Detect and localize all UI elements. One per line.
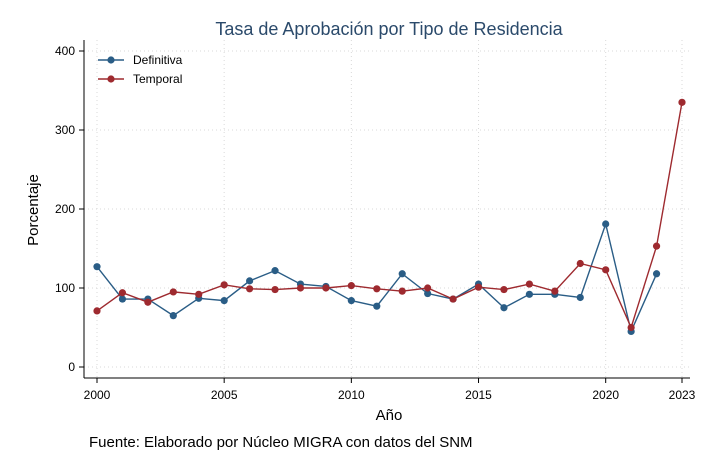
series-temporal: [93, 98, 686, 332]
data-point-definitiva: [271, 267, 279, 275]
legend-marker-definitiva: [107, 56, 115, 64]
data-point-definitiva: [602, 220, 610, 228]
chart-title: Tasa de Aprobación por Tipo de Residenci…: [215, 19, 563, 39]
x-axis-title: Año: [376, 407, 403, 424]
data-point-temporal: [93, 307, 101, 315]
gridlines: [84, 40, 690, 378]
data-point-temporal: [373, 285, 381, 293]
data-point-temporal: [296, 284, 305, 292]
data-point-temporal: [144, 298, 152, 306]
y-axis-ticks: 0 100 200 300 400: [55, 44, 84, 374]
data-point-temporal: [551, 287, 559, 295]
data-point-temporal: [474, 283, 483, 291]
data-point-temporal: [500, 285, 508, 294]
data-point-temporal: [525, 280, 533, 288]
data-point-definitiva: [576, 293, 584, 302]
data-point-definitiva: [424, 289, 432, 298]
data-point-temporal: [424, 284, 432, 292]
data-point-temporal: [271, 285, 279, 294]
data-point-definitiva: [118, 295, 127, 303]
data-point-definitiva: [525, 290, 533, 298]
legend-label-definitiva: Definitiva: [133, 53, 183, 67]
data-point-temporal: [220, 281, 228, 289]
series-layer: [93, 98, 686, 336]
data-point-temporal: [627, 323, 635, 332]
data-point-temporal: [169, 288, 177, 296]
x-tick-label: 2005: [211, 388, 238, 402]
x-axis-ticks: 2000 2005 2010 2015 2020 2023: [84, 378, 696, 402]
data-point-definitiva: [500, 304, 508, 312]
x-tick-label: 2000: [84, 388, 111, 402]
data-point-temporal: [322, 284, 330, 292]
data-point-temporal: [652, 242, 661, 250]
data-point-temporal: [347, 282, 355, 290]
data-point-definitiva: [398, 270, 406, 278]
data-point-definitiva: [169, 312, 177, 320]
data-point-temporal: [449, 295, 457, 303]
x-tick-label: 2020: [592, 388, 619, 402]
y-tick-label: 0: [68, 360, 75, 374]
data-point-definitiva: [347, 297, 355, 305]
data-point-temporal: [678, 98, 686, 106]
data-point-definitiva: [246, 277, 254, 285]
data-point-definitiva: [652, 270, 661, 278]
y-tick-label: 100: [55, 281, 75, 295]
y-tick-label: 300: [55, 123, 75, 137]
data-point-temporal: [602, 266, 610, 274]
legend: Definitiva Temporal: [98, 53, 183, 86]
data-point-definitiva: [220, 297, 228, 305]
x-tick-label: 2023: [669, 388, 696, 402]
source-note: Fuente: Elaborado por Núcleo MIGRA con d…: [89, 434, 473, 451]
data-point-temporal: [576, 259, 584, 268]
x-tick-label: 2010: [338, 388, 365, 402]
x-tick-label: 2015: [465, 388, 492, 402]
y-tick-label: 200: [55, 202, 75, 216]
data-point-temporal: [195, 290, 203, 298]
y-tick-label: 400: [55, 44, 75, 58]
data-point-temporal: [246, 285, 254, 293]
legend-label-temporal: Temporal: [133, 72, 182, 86]
data-point-definitiva: [93, 263, 101, 271]
y-axis-title: Porcentaje: [25, 174, 42, 246]
legend-marker-temporal: [107, 75, 115, 83]
data-point-temporal: [398, 287, 406, 295]
data-point-definitiva: [373, 302, 381, 310]
data-point-temporal: [118, 289, 127, 297]
series-line-temporal: [96, 102, 683, 330]
